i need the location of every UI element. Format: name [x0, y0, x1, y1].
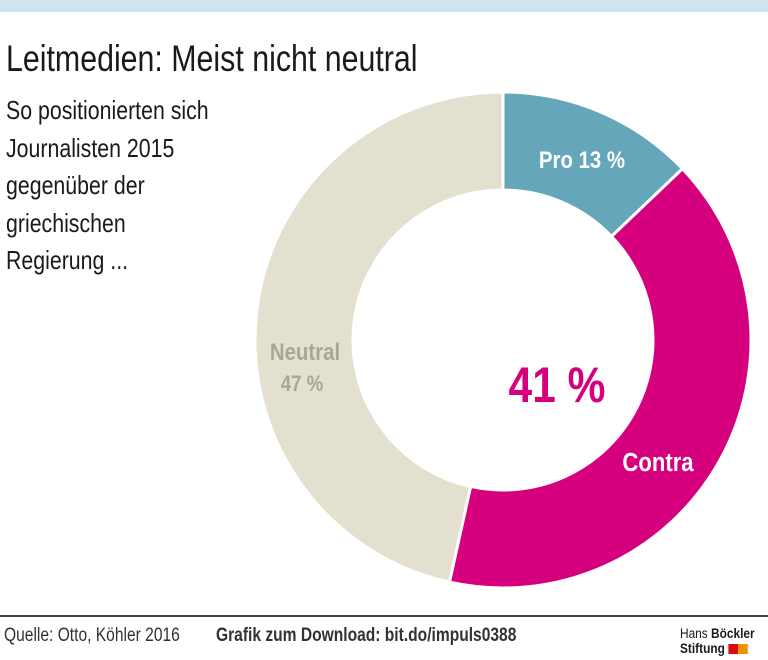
center-value-label: 41 %: [509, 357, 606, 413]
slice-neutral: [253, 90, 505, 584]
subtitle-line: Regierung ...: [6, 245, 129, 275]
top-bar: [0, 0, 768, 12]
subtitle-line: gegenüber der: [6, 170, 145, 200]
neutral-label: Neutral: [270, 338, 340, 365]
download-link[interactable]: Grafik zum Download: bit.do/impuls0388: [216, 625, 517, 646]
subtitle-line: So positionierten sich: [6, 95, 209, 125]
donut-chart: Pro 13 % Contra Neutral 47 % 41 %: [253, 90, 753, 590]
source-text: Quelle: Otto, Köhler 2016: [4, 625, 180, 646]
pro-label: Pro 13 %: [539, 146, 625, 173]
hans-boeckler-logo: Hans Böckler Stiftung: [680, 626, 755, 656]
subtitle-line: griechischen: [6, 207, 126, 238]
footer-divider: [0, 615, 768, 617]
chart-title: Leitmedien: Meist nicht neutral: [6, 38, 418, 79]
subtitle-line: Journalisten 2015: [6, 132, 175, 163]
neutral-value-label: 47 %: [281, 373, 324, 397]
chart-subtitle: So positionierten sich Journalisten 2015…: [6, 92, 252, 280]
slice-contra: [447, 166, 753, 590]
contra-label: Contra: [622, 448, 694, 477]
